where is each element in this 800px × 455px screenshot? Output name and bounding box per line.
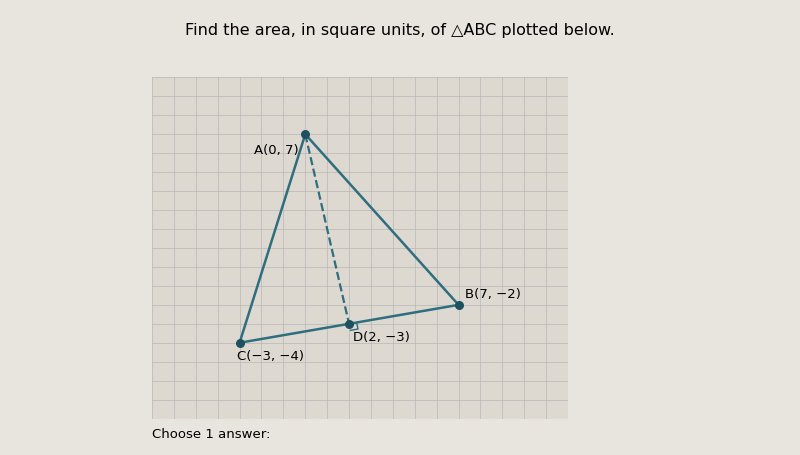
Text: C(−3, −4): C(−3, −4) xyxy=(238,350,304,364)
Point xyxy=(299,131,312,138)
Point xyxy=(452,301,465,308)
Text: D(2, −3): D(2, −3) xyxy=(354,331,410,344)
Text: B(7, −2): B(7, −2) xyxy=(465,288,521,301)
Text: Choose 1 answer:: Choose 1 answer: xyxy=(152,428,270,441)
Text: A(0, 7): A(0, 7) xyxy=(254,144,298,157)
Text: Find the area, in square units, of △ABC plotted below.: Find the area, in square units, of △ABC … xyxy=(185,23,615,38)
Point xyxy=(342,320,355,328)
Point xyxy=(233,339,246,346)
